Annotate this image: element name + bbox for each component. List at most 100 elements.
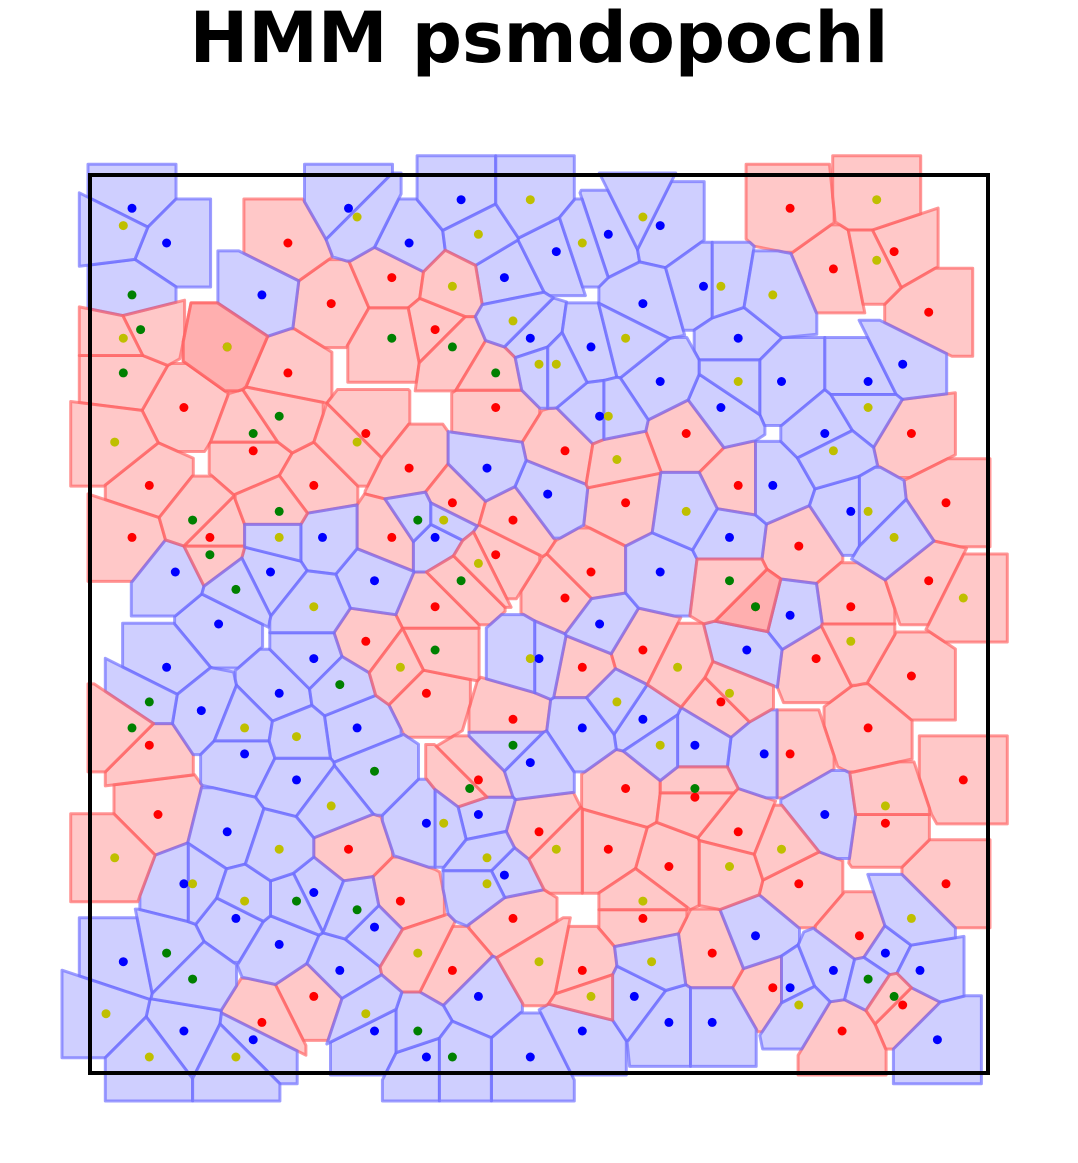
point-blue	[551, 247, 561, 257]
point-red	[283, 238, 293, 248]
point-blue	[118, 957, 128, 967]
point-yellow	[906, 913, 916, 923]
point-blue	[543, 489, 553, 499]
point-blue	[638, 299, 648, 309]
point-green	[456, 576, 466, 586]
voronoi-cell-red	[819, 622, 897, 687]
chart-title: HMM psmdopochl	[189, 0, 889, 79]
point-red	[880, 818, 890, 828]
point-red	[716, 697, 726, 707]
point-blue	[335, 965, 345, 975]
voronoi-cell-blue	[513, 458, 590, 540]
point-green	[231, 584, 241, 594]
point-blue	[629, 991, 639, 1001]
point-yellow	[352, 437, 362, 447]
point-red	[941, 879, 951, 889]
point-blue	[932, 1035, 942, 1045]
point-red	[898, 1000, 908, 1010]
point-yellow	[777, 844, 786, 854]
point-blue	[768, 480, 778, 490]
voronoi-cell-red	[597, 867, 689, 912]
point-blue	[603, 229, 613, 239]
point-blue	[179, 879, 189, 889]
point-blue	[690, 740, 700, 750]
point-red	[344, 844, 353, 854]
point-yellow	[110, 437, 120, 447]
point-blue	[525, 1052, 535, 1062]
voronoi-cell-red	[846, 228, 903, 306]
point-red	[387, 273, 397, 283]
point-blue	[170, 567, 180, 577]
voronoi-cell-blue	[437, 1019, 493, 1103]
point-yellow	[768, 290, 778, 300]
point-blue	[777, 377, 786, 386]
point-blue	[898, 359, 908, 369]
point-yellow	[508, 316, 518, 326]
point-yellow	[733, 377, 743, 386]
point-green	[413, 515, 423, 525]
point-red	[326, 299, 336, 309]
point-red	[534, 827, 544, 837]
point-red	[361, 636, 371, 646]
point-red	[638, 913, 648, 923]
point-red	[621, 784, 631, 793]
point-green	[118, 368, 128, 378]
point-yellow	[612, 455, 622, 464]
point-red	[681, 429, 691, 438]
voronoi-cell-red	[182, 544, 247, 588]
point-blue	[785, 610, 795, 620]
point-red	[577, 662, 587, 672]
voronoi-cell-blue	[829, 393, 904, 449]
point-red	[430, 325, 440, 335]
point-yellow	[638, 212, 648, 222]
point-red	[733, 827, 743, 837]
point-blue	[595, 619, 605, 629]
point-blue	[274, 939, 284, 949]
voronoi-cell-blue	[103, 656, 179, 726]
point-blue	[595, 411, 605, 421]
point-blue	[664, 1017, 674, 1027]
point-green	[387, 333, 397, 343]
point-red	[153, 810, 163, 819]
point-yellow	[413, 948, 423, 958]
point-green	[144, 697, 154, 707]
point-red	[387, 532, 397, 542]
point-red	[768, 983, 778, 993]
voronoi-cell-blue	[77, 191, 150, 268]
point-green	[127, 723, 137, 733]
point-blue	[404, 238, 414, 248]
plot-frame	[88, 173, 990, 1075]
point-blue	[828, 965, 838, 975]
point-yellow	[872, 255, 882, 265]
point-yellow	[482, 853, 492, 863]
voronoi-cell-red	[157, 474, 236, 548]
point-blue	[370, 1026, 379, 1036]
point-yellow	[240, 896, 250, 906]
voronoi-cell-blue	[621, 713, 680, 783]
voronoi-cell-blue	[779, 769, 858, 860]
point-blue	[309, 654, 319, 664]
point-green	[491, 368, 501, 378]
point-yellow	[872, 195, 882, 205]
voronoi-cell-blue	[546, 330, 589, 410]
voronoi-cell-red	[703, 660, 775, 724]
point-green	[274, 411, 284, 421]
point-blue	[655, 567, 665, 577]
point-red	[854, 931, 864, 941]
data-points	[101, 195, 968, 1062]
point-red	[794, 541, 804, 551]
point-blue	[716, 403, 726, 412]
point-blue	[759, 749, 769, 759]
point-green	[352, 905, 362, 915]
point-yellow	[725, 688, 734, 698]
point-yellow	[534, 359, 544, 369]
point-blue	[248, 1035, 258, 1045]
point-yellow	[863, 506, 873, 516]
point-yellow	[231, 1052, 241, 1062]
voronoi-cell-blue	[796, 926, 857, 1004]
voronoi-cell-blue	[243, 807, 316, 883]
point-yellow	[118, 333, 128, 343]
point-yellow	[551, 359, 561, 369]
point-red	[577, 965, 587, 975]
